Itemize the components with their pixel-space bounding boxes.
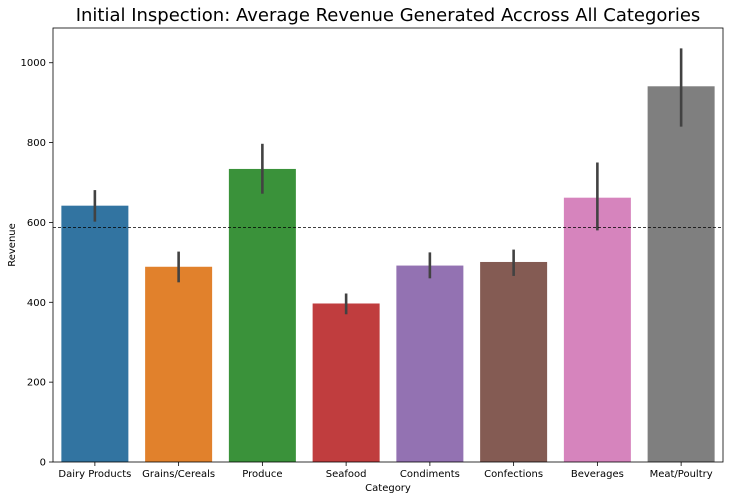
y-tick-label: 1000 [21,58,46,69]
bar [312,303,380,462]
bar [480,261,548,462]
x-tick-label: Condiments [400,469,460,480]
bar [647,86,715,463]
x-tick-label: Produce [242,469,282,480]
y-tick-label: 400 [27,298,46,309]
x-tick-label: Grains/Cereals [142,469,215,480]
x-tick-label: Seafood [326,469,367,480]
plot-frame [52,27,724,463]
x-tick-label: Dairy Products [58,469,131,480]
x-axis-label: Category [365,483,411,494]
y-tick-label: 800 [27,138,46,149]
y-tick-label: 600 [27,218,46,229]
plot-area: 0 200 400 600 800 1000 Dairy Products Grains/Ce… [21,27,724,480]
y-tick-label: 200 [27,378,46,389]
bar [396,265,464,462]
chart-title: Initial Inspection: Average Revenue Gene… [76,5,701,26]
bar [145,266,213,462]
x-tick-label: Beverages [571,469,624,480]
bar [61,205,129,463]
bar [563,197,631,463]
x-tick-label: Confections [484,469,543,480]
y-tick-label: 0 [40,458,46,469]
bar [228,168,296,463]
x-tick-label: Meat/Poultry [650,469,713,480]
y-axis-label: Revenue [7,223,18,267]
